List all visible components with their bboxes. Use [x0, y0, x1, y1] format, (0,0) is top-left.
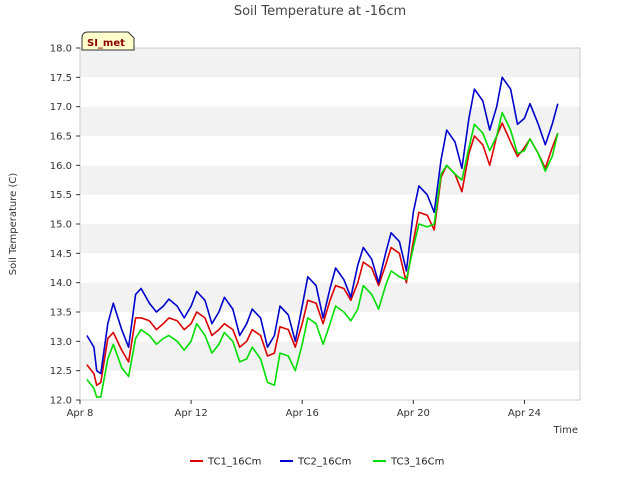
site-label-box: SI_met [81, 31, 135, 51]
y-tick-label: 14.5 [50, 249, 72, 260]
legend: TC1_16Cm TC2_16Cm TC3_16Cm [190, 457, 444, 468]
x-tick-label: Apr 16 [286, 408, 319, 419]
chart-title: Soil Temperature at -16cm [234, 4, 406, 19]
plot-band [80, 77, 580, 107]
series-line-tc1_16cm [86, 122, 559, 387]
y-tick-label: 12.5 [50, 366, 72, 377]
x-tick-label: Apr 24 [508, 408, 541, 419]
plot-band [80, 48, 580, 78]
legend-label-tc3_16cm: TC3_16Cm [390, 457, 444, 468]
series-line-tc2_16cm [86, 76, 559, 375]
y-tick-label: 15.5 [50, 190, 72, 201]
y-tick-label: 15.0 [50, 220, 72, 231]
x-tick-label: Apr 8 [67, 408, 94, 419]
plot-band [80, 106, 580, 136]
series-layer [86, 76, 559, 398]
y-tick-label: 16.5 [50, 132, 72, 143]
y-tick-label: 14.0 [50, 278, 72, 289]
y-tick-label: 16.0 [50, 161, 72, 172]
y-tick-label: 12.0 [50, 396, 72, 407]
series-line-tc3_16cm [86, 111, 559, 398]
plot-bands [80, 48, 580, 400]
legend-label-tc1_16cm: TC1_16Cm [207, 457, 261, 468]
y-tick-label: 18.0 [50, 44, 72, 55]
site-label: SI_met [87, 38, 125, 49]
y-tick-label: 13.5 [50, 308, 72, 319]
y-axis-label: Soil Temperature (C) [8, 173, 19, 276]
plot-band [80, 341, 580, 371]
plot-band [80, 253, 580, 283]
plot-band [80, 370, 580, 400]
x-axis: Apr 8 Apr 12 Apr 16 Apr 20 Apr 24 [67, 400, 541, 419]
y-tick-label: 17.0 [50, 102, 72, 113]
plot-band [80, 194, 580, 224]
plot-band [80, 224, 580, 254]
plot-band [80, 136, 580, 166]
y-axis: 12.0 12.5 13.0 13.5 14.0 14.5 15.0 15.5 16.0 16.5… [50, 44, 80, 407]
plot-band [80, 312, 580, 342]
y-tick-label: 13.0 [50, 337, 72, 348]
plot-band [80, 165, 580, 195]
y-tick-label: 17.5 [50, 73, 72, 84]
x-axis-label: Time [553, 425, 578, 436]
legend-label-tc2_16cm: TC2_16Cm [297, 457, 351, 468]
x-tick-label: Apr 12 [175, 408, 208, 419]
x-tick-label: Apr 20 [397, 408, 430, 419]
